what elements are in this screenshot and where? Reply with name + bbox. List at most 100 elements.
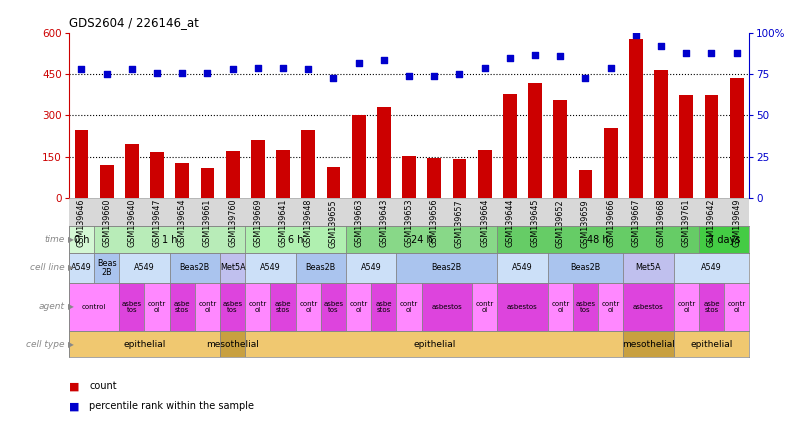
- Bar: [396, 253, 497, 282]
- Text: mesothelial: mesothelial: [207, 340, 259, 349]
- Text: asbe
stos: asbe stos: [174, 301, 190, 313]
- Bar: [220, 331, 245, 357]
- Bar: [321, 282, 346, 331]
- Text: asbes
tos: asbes tos: [122, 301, 142, 313]
- Text: Met5A: Met5A: [636, 263, 661, 272]
- Point: [75, 66, 88, 73]
- Bar: [150, 152, 164, 198]
- Text: 6 h: 6 h: [288, 235, 304, 245]
- Bar: [251, 140, 265, 198]
- Text: ▶: ▶: [68, 340, 74, 349]
- Text: A549: A549: [701, 263, 722, 272]
- Bar: [674, 282, 699, 331]
- Text: 0 h: 0 h: [74, 235, 89, 245]
- Bar: [346, 282, 371, 331]
- Text: A549: A549: [512, 263, 533, 272]
- Point: [554, 53, 567, 60]
- Text: asbestos: asbestos: [507, 304, 538, 309]
- Text: 7 days: 7 days: [708, 235, 740, 245]
- Text: time: time: [45, 235, 65, 244]
- Text: A549: A549: [260, 263, 281, 272]
- Point: [529, 51, 542, 58]
- Bar: [69, 226, 94, 253]
- Text: ■: ■: [69, 401, 79, 411]
- Text: Beas2B: Beas2B: [180, 263, 210, 272]
- Text: contr
ol: contr ol: [475, 301, 494, 313]
- Text: contr
ol: contr ol: [551, 301, 569, 313]
- Bar: [169, 282, 195, 331]
- Bar: [724, 282, 749, 331]
- Text: 48 h: 48 h: [587, 235, 609, 245]
- Text: epithelial: epithelial: [123, 340, 165, 349]
- Bar: [654, 70, 668, 198]
- Text: contr
ol: contr ol: [602, 301, 620, 313]
- Bar: [195, 282, 220, 331]
- Point: [151, 69, 164, 76]
- Point: [654, 43, 667, 50]
- Text: cell type: cell type: [26, 340, 65, 349]
- Bar: [346, 253, 396, 282]
- Bar: [69, 331, 220, 357]
- Point: [629, 32, 642, 39]
- Bar: [75, 130, 88, 198]
- Point: [226, 66, 239, 73]
- Bar: [201, 168, 215, 198]
- Text: Beas2B: Beas2B: [305, 263, 336, 272]
- Text: GDS2604 / 226146_at: GDS2604 / 226146_at: [69, 16, 198, 29]
- Text: A549: A549: [361, 263, 382, 272]
- Bar: [276, 150, 290, 198]
- Bar: [226, 151, 240, 198]
- Bar: [453, 159, 467, 198]
- Bar: [497, 282, 548, 331]
- Bar: [623, 331, 674, 357]
- Point: [352, 59, 365, 67]
- Text: ▶: ▶: [68, 235, 74, 244]
- Bar: [371, 282, 396, 331]
- Text: epithelial: epithelial: [413, 340, 455, 349]
- Bar: [271, 282, 296, 331]
- Text: asbe
stos: asbe stos: [376, 301, 392, 313]
- Bar: [730, 79, 744, 198]
- Point: [604, 64, 617, 71]
- Point: [302, 66, 315, 73]
- Point: [403, 72, 416, 79]
- Bar: [497, 226, 699, 253]
- Text: ▶: ▶: [68, 263, 74, 272]
- Bar: [326, 167, 340, 198]
- Bar: [119, 282, 144, 331]
- Bar: [119, 253, 169, 282]
- Text: ■: ■: [69, 381, 79, 391]
- Bar: [245, 282, 271, 331]
- Text: asbe
stos: asbe stos: [703, 301, 720, 313]
- Bar: [125, 144, 139, 198]
- Point: [478, 64, 491, 71]
- Bar: [603, 128, 617, 198]
- Text: asbe
stos: asbe stos: [275, 301, 292, 313]
- Text: contr
ol: contr ol: [400, 301, 418, 313]
- Bar: [598, 282, 623, 331]
- Bar: [699, 282, 724, 331]
- Point: [251, 64, 264, 71]
- Point: [503, 55, 516, 62]
- Text: asbes
tos: asbes tos: [223, 301, 243, 313]
- Bar: [548, 253, 623, 282]
- Bar: [220, 282, 245, 331]
- Text: agent: agent: [39, 302, 65, 311]
- Bar: [69, 253, 94, 282]
- Bar: [296, 253, 346, 282]
- Bar: [472, 282, 497, 331]
- Bar: [144, 282, 169, 331]
- Text: contr
ol: contr ol: [148, 301, 166, 313]
- Point: [126, 66, 139, 73]
- Text: control: control: [82, 304, 106, 309]
- Bar: [705, 95, 718, 198]
- Text: contr
ol: contr ol: [350, 301, 368, 313]
- Text: epithelial: epithelial: [690, 340, 732, 349]
- Text: asbestos: asbestos: [633, 304, 664, 309]
- Text: count: count: [89, 381, 117, 391]
- Text: contr
ol: contr ol: [727, 301, 746, 313]
- Text: Met5A: Met5A: [220, 263, 245, 272]
- Text: 24 h: 24 h: [411, 235, 433, 245]
- Point: [377, 56, 390, 63]
- Text: contr
ol: contr ol: [299, 301, 318, 313]
